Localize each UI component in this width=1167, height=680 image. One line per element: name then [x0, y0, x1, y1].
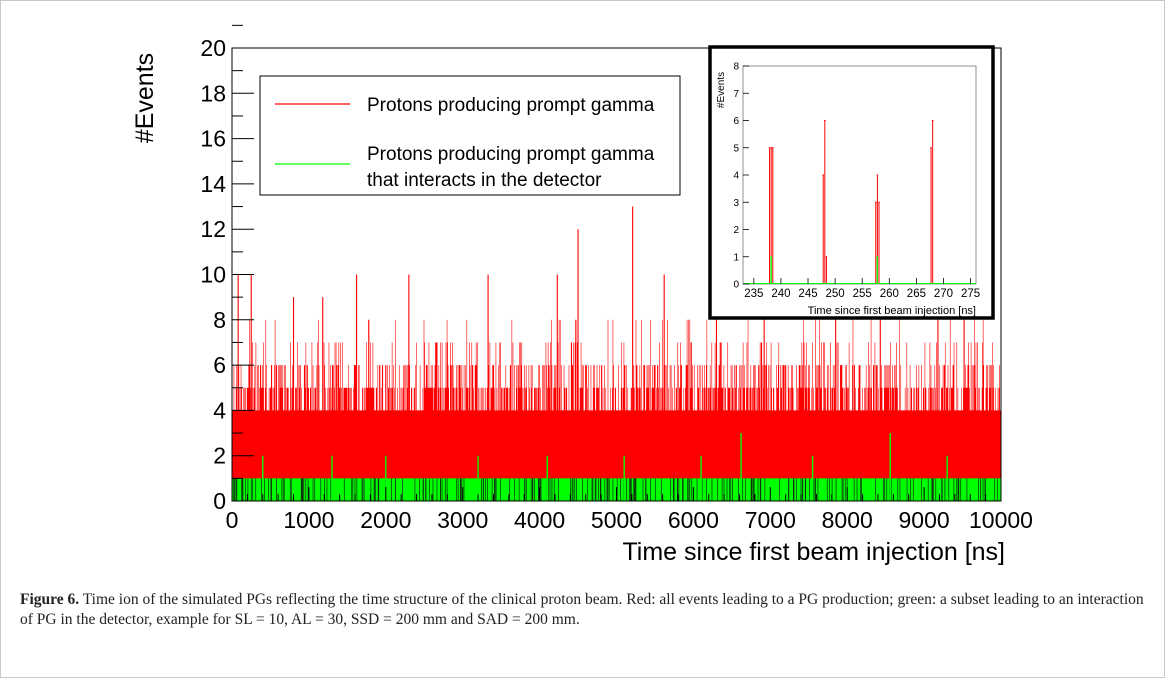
y-axis-title: #Events — [131, 53, 159, 143]
legend: Protons producing prompt gamma Protons p… — [259, 75, 681, 196]
figure-caption: Figure 6. Time ion of the simulated PGs … — [20, 590, 1145, 630]
inset-y-tick-label: 4 — [733, 171, 739, 182]
y-tick-label: 20 — [200, 35, 226, 61]
inset-y-tick-label: 6 — [733, 116, 739, 127]
caption-label: Figure 6. — [20, 591, 80, 608]
x-tick-label: 5000 — [591, 507, 642, 533]
x-tick-label: 3000 — [437, 507, 488, 533]
x-tick-label: 2000 — [360, 507, 411, 533]
legend-label-red: Protons producing prompt gamma — [367, 95, 655, 116]
inset-y-tick-label: 1 — [733, 252, 739, 263]
inset-y-tick-label: 7 — [733, 89, 739, 100]
x-tick-label: 4000 — [514, 507, 565, 533]
x-tick-label: 6000 — [668, 507, 719, 533]
inset-x-tick-label: 275 — [961, 288, 980, 300]
inset-x-tick-label: 235 — [744, 288, 763, 300]
inset-y-tick-label: 0 — [733, 280, 739, 291]
y-tick-label: 16 — [200, 126, 226, 152]
y-tick-label: 2 — [213, 443, 226, 469]
legend-label-green-line1: Protons producing prompt gamma — [367, 144, 655, 165]
caption-text: Time ion of the simulated PGs reflecting… — [20, 591, 1144, 628]
x-tick-label: 7000 — [745, 507, 796, 533]
inset-y-tick-label: 3 — [733, 198, 739, 209]
x-tick-label: 9000 — [899, 507, 950, 533]
legend-label-green: Protons producing prompt gamma that inte… — [367, 144, 660, 191]
legend-label-green-line2: that interacts in the detector — [367, 170, 602, 191]
y-tick-label: 12 — [200, 216, 226, 242]
y-tick-label: 8 — [213, 307, 226, 333]
inset-plot-frame — [742, 65, 977, 285]
inset-y-tick-label: 8 — [733, 62, 739, 73]
y-tick-label: 4 — [213, 397, 226, 423]
inset-x-tick-label: 240 — [771, 288, 790, 300]
y-tick-label: 10 — [200, 262, 226, 288]
y-tick-label: 6 — [213, 352, 226, 378]
inset-bars — [743, 120, 976, 284]
x-tick-label: 10000 — [969, 507, 1033, 533]
inset-x-tick-label: 270 — [934, 288, 953, 300]
x-tick-label: 1000 — [283, 507, 334, 533]
x-tick-label: 8000 — [822, 507, 873, 533]
inset-x-tick-label: 250 — [826, 288, 845, 300]
y-tick-label: 0 — [213, 488, 226, 514]
inset-y-tick-label: 5 — [733, 143, 739, 154]
y-tick-label: 18 — [200, 80, 226, 106]
x-axis-title: Time since first beam injection [ns] — [622, 538, 1005, 566]
inset-x-axis-title: Time since first beam injection [ns] — [808, 305, 976, 317]
legend-box — [259, 75, 681, 196]
inset-axes: 0 1 2 3 4 5 6 7 8 235 240 245 250 255 260 265 270 275 — [733, 62, 980, 301]
inset: 0 1 2 3 4 5 6 7 8 235 240 245 250 255 260 265 270 275 #Ev… — [708, 45, 995, 320]
inset-x-tick-label: 260 — [880, 288, 899, 300]
x-tick-label: 0 — [226, 507, 239, 533]
inset-x-tick-label: 245 — [798, 288, 817, 300]
inset-y-axis-title: #Events — [716, 72, 727, 108]
inset-x-tick-label: 265 — [907, 288, 926, 300]
inset-x-tick-label: 255 — [853, 288, 872, 300]
inset-y-tick-label: 2 — [733, 225, 739, 236]
y-tick-label: 14 — [200, 171, 226, 197]
